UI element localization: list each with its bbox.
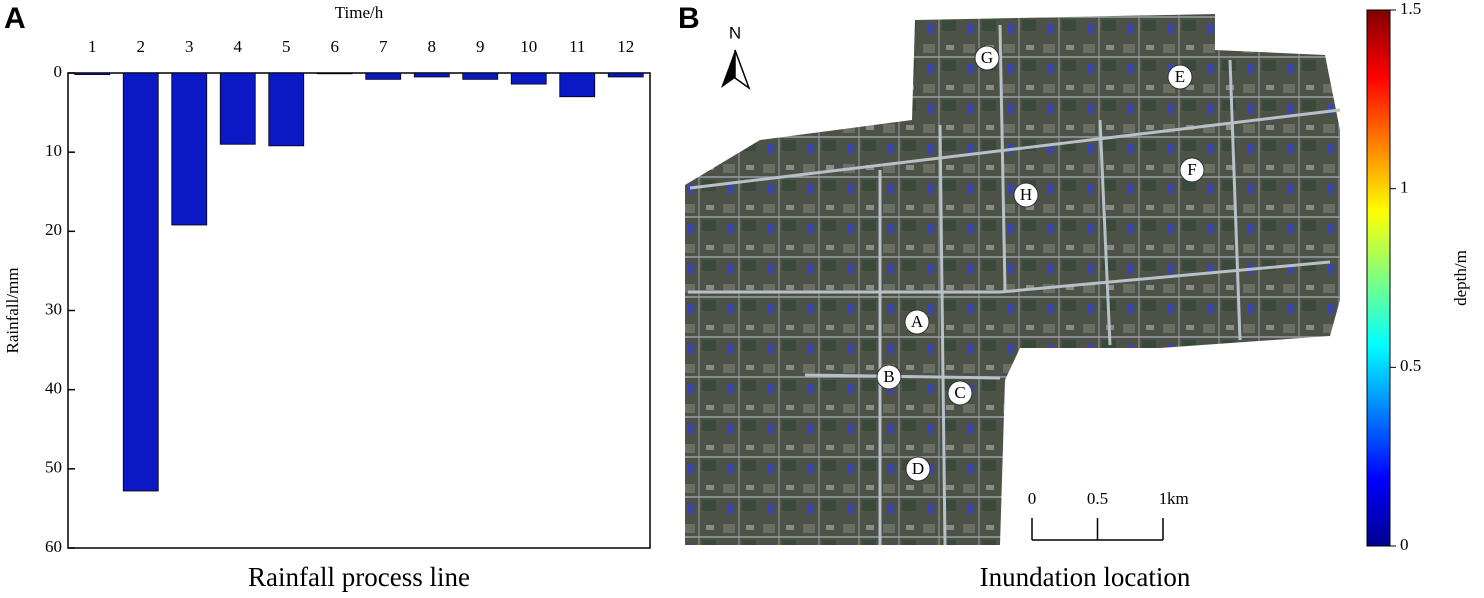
location-marker [1167, 64, 1193, 90]
y-tick-label: 10 [45, 141, 62, 160]
bar [122, 72, 159, 492]
x-tick-label: 9 [476, 37, 485, 56]
y-axis-label: Rainfall/mm [3, 268, 22, 354]
colorbar-tick-label: 0.5 [1400, 356, 1421, 375]
bar [74, 72, 111, 75]
north-arrow [721, 49, 751, 91]
location-label: G [981, 48, 993, 67]
x-tick-label: 4 [234, 37, 243, 56]
location-label: H [1020, 185, 1032, 204]
bar [268, 72, 305, 147]
scale-tick-label: 1 [1159, 489, 1168, 508]
location-label: A [911, 312, 924, 331]
y-tick-label: 0 [54, 62, 63, 81]
colorbar-tick-label: 1.5 [1400, 0, 1421, 18]
x-tick-label: 12 [617, 37, 634, 56]
x-tick-label: 11 [569, 37, 585, 56]
map-title: Inundation location [980, 562, 1191, 592]
scale-unit: km [1167, 489, 1189, 508]
x-tick-label: 7 [379, 37, 388, 56]
scale-tick-label: 0 [1028, 489, 1037, 508]
location-label: B [883, 367, 894, 386]
bar [607, 72, 644, 78]
north-label: N [729, 23, 741, 42]
x-tick-label: 5 [282, 37, 291, 56]
x-tick-label: 2 [137, 37, 146, 56]
location-marker [1179, 157, 1205, 183]
chart-title: Rainfall process line [248, 562, 470, 592]
map [685, 14, 1341, 546]
y-tick-label: 50 [45, 458, 62, 477]
colorbar-tick-label: 1 [1400, 178, 1409, 197]
scale-tick-label: 0.5 [1087, 489, 1108, 508]
y-tick-label: 20 [45, 220, 62, 239]
colorbar-label: depth/m [1451, 250, 1470, 306]
x-tick-label: 6 [331, 37, 340, 56]
bar [365, 72, 402, 80]
panel-label: B [678, 2, 700, 35]
location-marker [1013, 182, 1039, 208]
x-tick-label: 1 [88, 37, 97, 56]
location-marker [947, 380, 973, 406]
bar [219, 72, 256, 145]
inundation-map [685, 14, 1340, 545]
bar [510, 72, 547, 85]
x-tick-label: 10 [520, 37, 537, 56]
x-axis-label: Time/h [335, 3, 384, 22]
location-label: C [954, 383, 965, 402]
location-label: D [912, 459, 924, 478]
colorbar [1367, 10, 1390, 546]
y-tick-label: 60 [45, 537, 62, 556]
location-marker [974, 45, 1000, 71]
location-label: E [1175, 67, 1185, 86]
x-tick-label: 8 [428, 37, 437, 56]
bar [462, 72, 499, 80]
colorbar-frame [1366, 9, 1391, 547]
location-marker [905, 456, 931, 482]
bar [171, 72, 208, 226]
panel-label: A [4, 2, 26, 35]
location-marker [904, 309, 930, 335]
roads [688, 24, 1341, 546]
bar [413, 72, 450, 78]
bar [316, 72, 353, 75]
colorbar-tick-label: 0 [1400, 535, 1409, 554]
y-tick-label: 30 [45, 299, 62, 318]
location-label: F [1187, 160, 1196, 179]
y-tick-label: 40 [45, 379, 62, 398]
bar [559, 72, 596, 98]
x-tick-label: 3 [185, 37, 194, 56]
location-marker [876, 364, 902, 390]
